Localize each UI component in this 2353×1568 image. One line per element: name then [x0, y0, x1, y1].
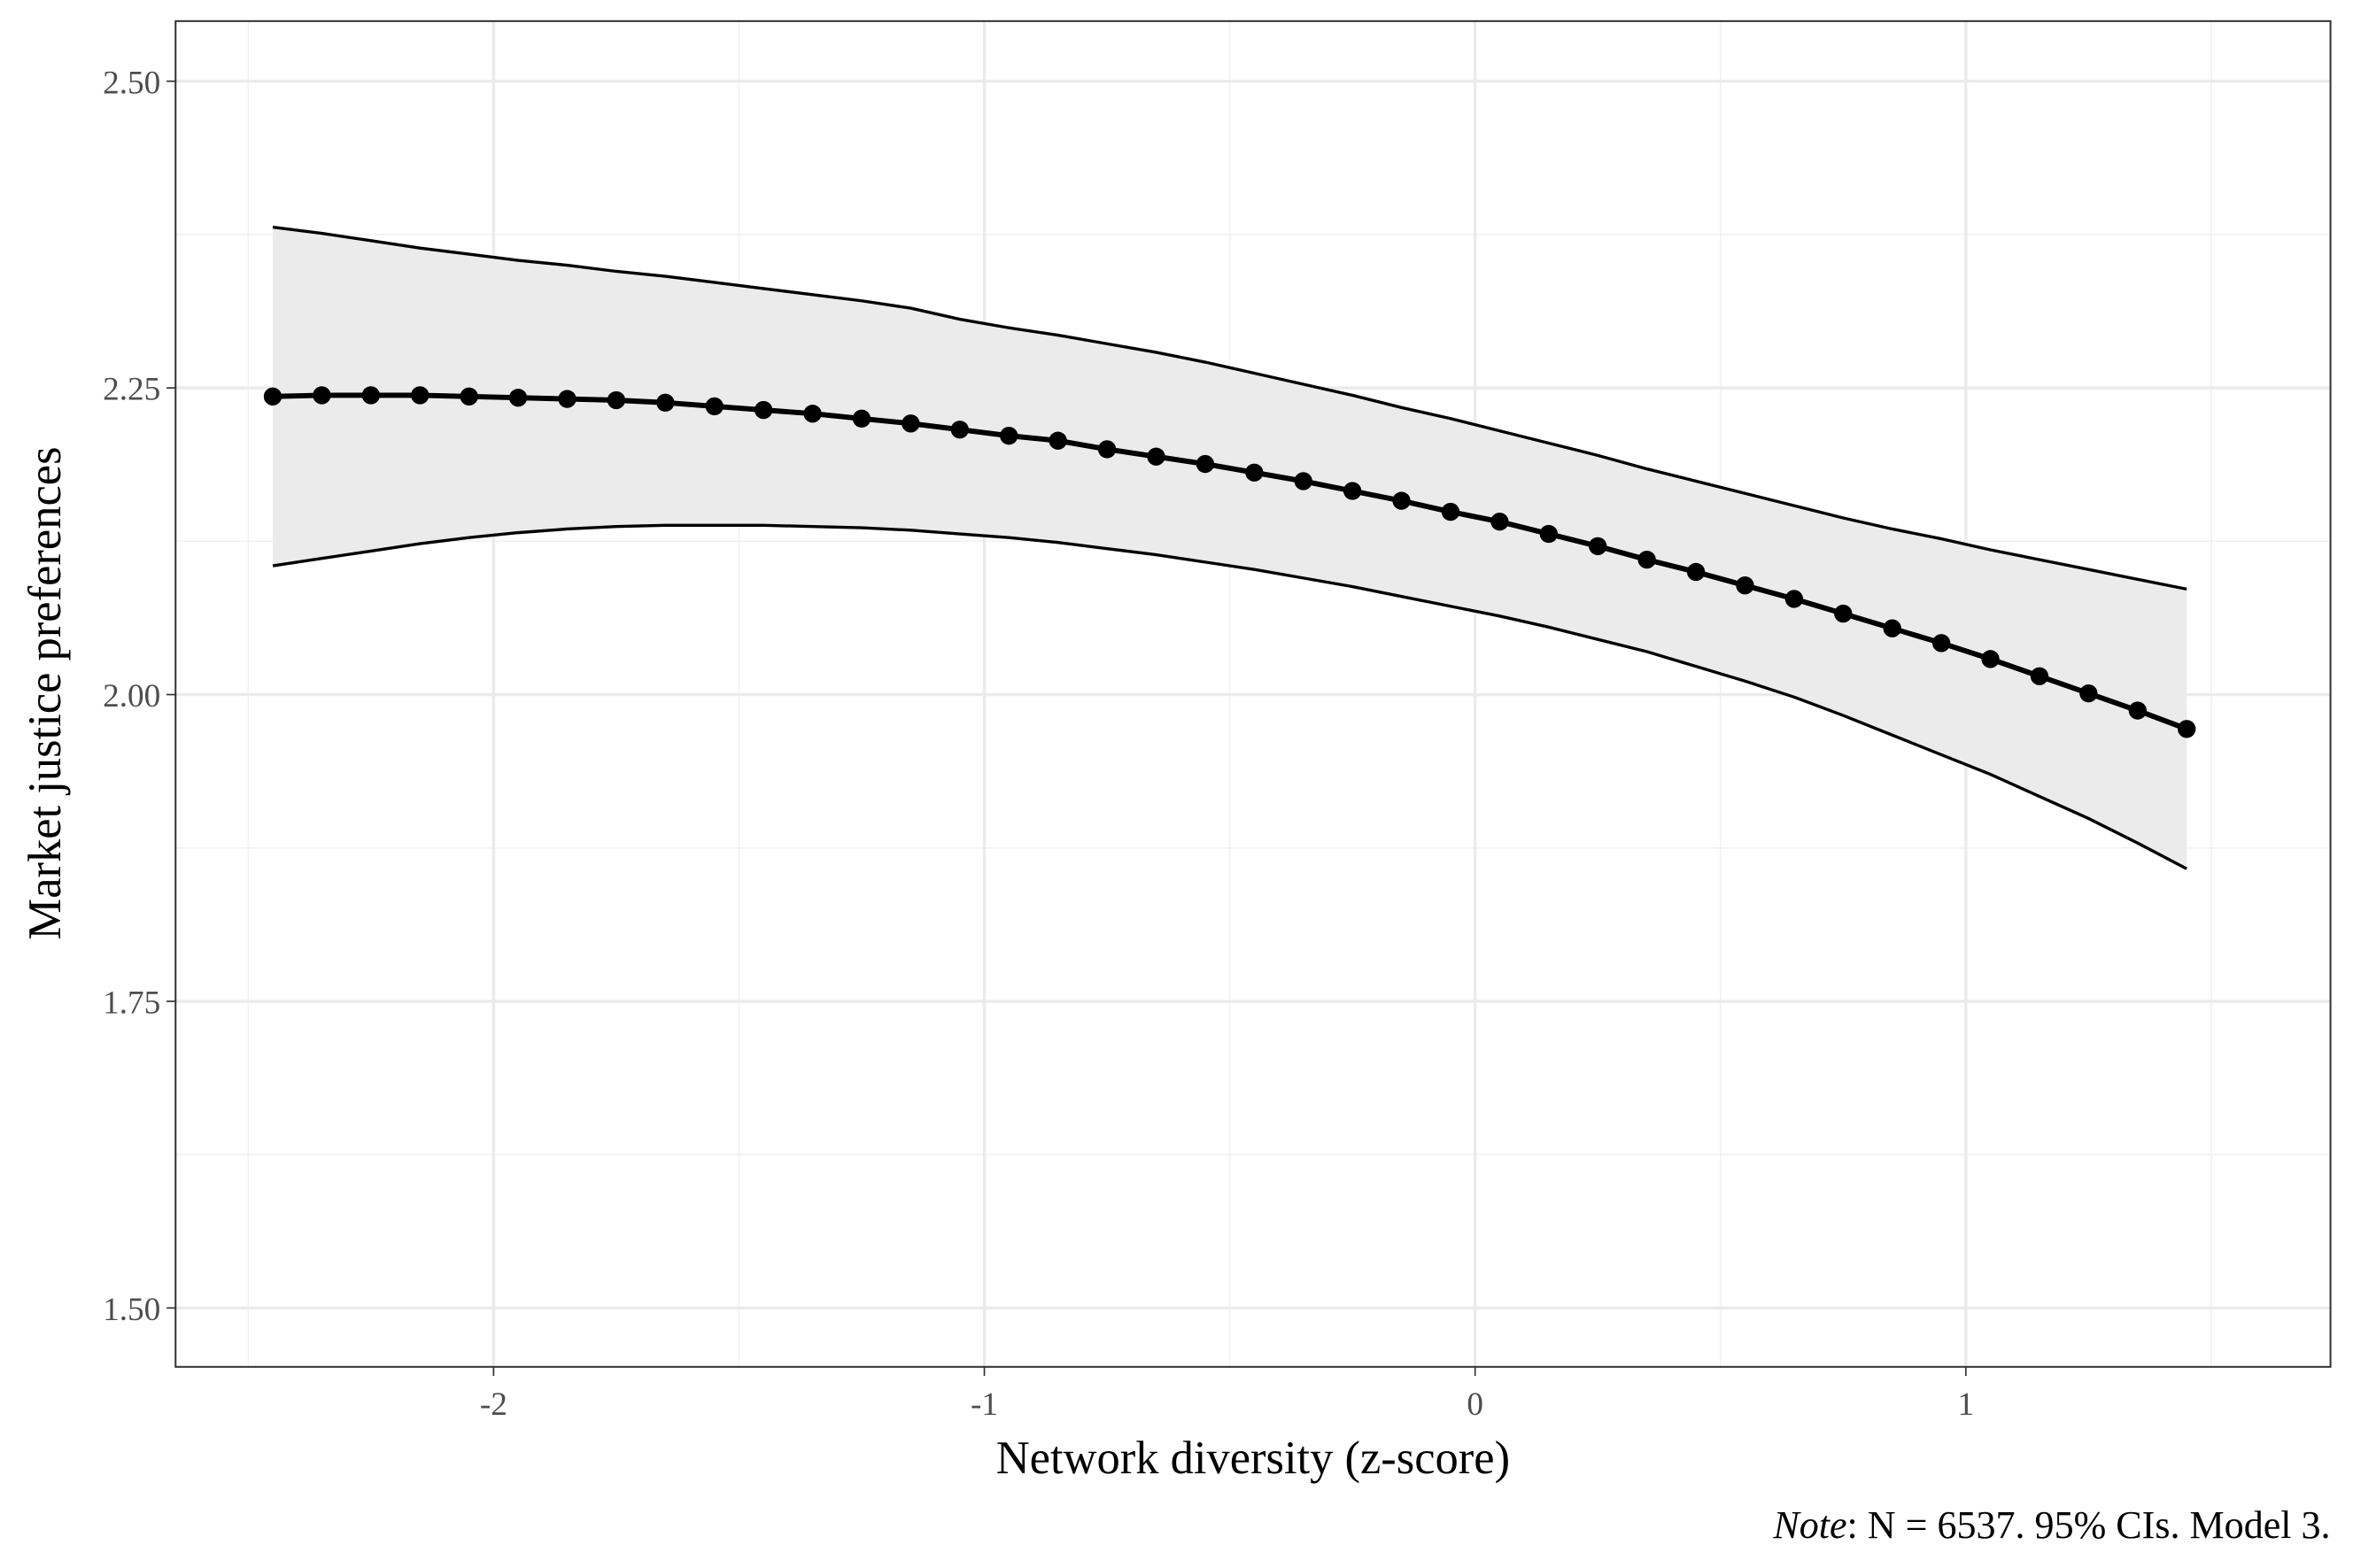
- point: [902, 414, 920, 433]
- line: [272, 392, 2188, 732]
- point: [1245, 463, 1264, 482]
- y-axis-title: Market justice preferences: [19, 447, 71, 940]
- point: [754, 400, 773, 420]
- x-tick-label: 1: [1958, 1386, 1975, 1423]
- point: [950, 421, 969, 439]
- point: [1049, 431, 1067, 450]
- point: [2030, 667, 2049, 685]
- point: [1686, 562, 1706, 582]
- point: [1294, 472, 1312, 490]
- point: [656, 393, 675, 412]
- note-text: : N = 6537. 95% CIs. Model 3.: [1847, 1503, 2331, 1547]
- x-tick-label: 0: [1467, 1386, 1483, 1423]
- point: [1000, 426, 1018, 445]
- y-tick-label: 2.25: [103, 372, 160, 408]
- ci-band: [272, 227, 2187, 869]
- y-tick-label: 1.75: [103, 985, 160, 1021]
- point: [2128, 701, 2147, 720]
- point: [1834, 604, 1853, 623]
- point: [1784, 590, 1804, 608]
- point: [2079, 684, 2098, 703]
- point: [1392, 491, 1411, 510]
- point: [1931, 634, 1951, 653]
- point: [1883, 619, 1901, 637]
- x-axis-title: Network diversity (z-score): [996, 1433, 1510, 1484]
- point: [1441, 502, 1460, 521]
- point: [1490, 512, 1509, 531]
- point: [1589, 537, 1607, 556]
- x-tick-label: -1: [971, 1386, 998, 1423]
- point: [607, 390, 626, 410]
- point: [460, 387, 478, 406]
- point: [1981, 650, 2000, 668]
- y-tick-label: 1.50: [103, 1292, 160, 1328]
- point: [852, 409, 871, 428]
- point: [558, 390, 577, 408]
- x-tick-label: -2: [480, 1386, 507, 1423]
- point: [1196, 454, 1215, 474]
- point: [1736, 576, 1754, 595]
- point: [1343, 482, 1362, 500]
- point: [803, 405, 822, 423]
- ci-upper: [272, 225, 2187, 591]
- point: [508, 389, 528, 407]
- point: [263, 387, 283, 406]
- point: [1539, 524, 1558, 544]
- y-tick-label: 2.00: [103, 678, 160, 714]
- point: [411, 386, 430, 405]
- ci-lower: [272, 523, 2188, 870]
- point: [361, 386, 380, 405]
- point: [1147, 447, 1165, 466]
- point: [313, 386, 331, 405]
- point: [705, 397, 724, 416]
- y-tick-label: 2.50: [103, 65, 160, 101]
- note: Note: N = 6537. 95% CIs. Model 3.: [1772, 1503, 2330, 1547]
- panel-border: [174, 19, 2332, 1368]
- point: [1637, 550, 1656, 569]
- point: [1097, 440, 1117, 459]
- point: [2178, 720, 2196, 738]
- note-label: Note: [1772, 1503, 1846, 1547]
